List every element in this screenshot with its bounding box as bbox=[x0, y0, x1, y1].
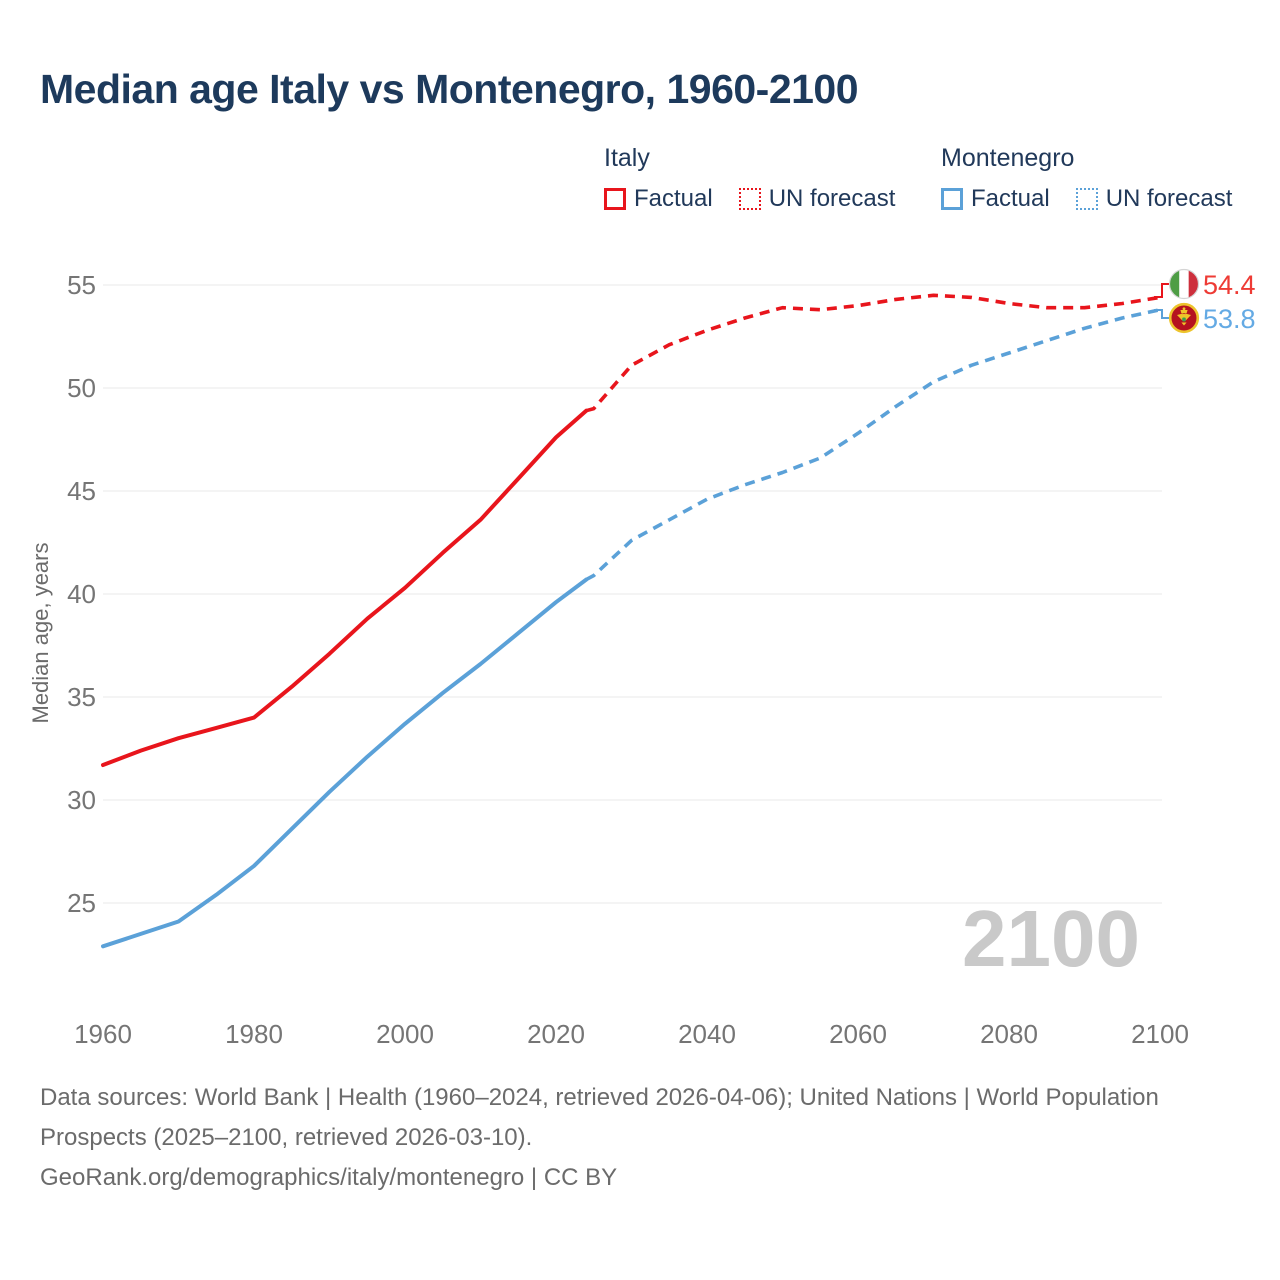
gridlines bbox=[103, 284, 1162, 904]
montenegro-connector-line bbox=[1154, 309, 1169, 319]
legend-swatch-dotted-icon bbox=[1075, 188, 1098, 210]
legend-group-montenegro: Montenegro Factual UN forecast bbox=[941, 144, 1232, 213]
y-tick-label: 35 bbox=[67, 682, 96, 712]
italy-flag-icon bbox=[1168, 268, 1200, 300]
x-tick-label: 2060 bbox=[829, 1019, 887, 1049]
y-axis-title: Median age, years bbox=[28, 543, 53, 724]
legend-item-label: Factual bbox=[971, 185, 1050, 212]
legend-swatch-dotted-icon bbox=[738, 188, 761, 210]
legend-item-label: UN forecast bbox=[1105, 185, 1233, 212]
italy-forecast-line bbox=[585, 293, 1161, 413]
legend-item-label: UN forecast bbox=[768, 185, 896, 212]
italy-end-value: 54.4 bbox=[1203, 270, 1256, 300]
montenegro-end-label: 53.8 bbox=[1154, 302, 1256, 334]
italy-connector-line bbox=[1154, 283, 1169, 298]
y-tick-label: 25 bbox=[67, 888, 96, 918]
legend-item-montenegro-forecast: UN forecast bbox=[1075, 185, 1233, 213]
x-tick-label: 1980 bbox=[225, 1019, 283, 1049]
attribution-text: GeoRank.org/demographics/italy/montenegr… bbox=[40, 1164, 618, 1191]
x-tick-label: 2000 bbox=[376, 1019, 434, 1049]
legend-swatch-solid-icon bbox=[604, 188, 626, 210]
y-tick-label: 30 bbox=[67, 785, 96, 815]
x-tick-label: 2080 bbox=[980, 1019, 1038, 1049]
x-axis-ticks: 1960 1980 2000 2020 2040 2060 2080 2100 bbox=[74, 1019, 1189, 1049]
italy-factual-line bbox=[101, 408, 589, 767]
y-axis-ticks: 25 30 35 40 45 50 55 bbox=[67, 270, 96, 918]
y-tick-label: 40 bbox=[67, 579, 96, 609]
italy-end-label: 54.4 bbox=[1154, 268, 1256, 300]
legend-group-title: Italy bbox=[604, 144, 650, 172]
y-tick-label: 55 bbox=[67, 270, 96, 300]
legend-group-title: Montenegro bbox=[941, 144, 1075, 172]
montenegro-forecast-line bbox=[585, 307, 1161, 582]
x-tick-label: 1960 bbox=[74, 1019, 132, 1049]
watermark-year: 2100 bbox=[962, 894, 1140, 983]
data-sources-text: Data sources: World Bank | Health (1960–… bbox=[40, 1084, 1159, 1151]
y-tick-label: 45 bbox=[67, 476, 96, 506]
legend-swatch-solid-icon bbox=[941, 188, 963, 210]
legend-item-italy-forecast: UN forecast bbox=[738, 185, 896, 213]
montenegro-end-value: 53.8 bbox=[1203, 304, 1256, 334]
legend-item-montenegro-factual: Factual bbox=[941, 185, 1050, 213]
y-tick-label: 50 bbox=[67, 373, 96, 403]
montenegro-flag-icon bbox=[1168, 302, 1200, 334]
series-lines bbox=[101, 293, 1161, 949]
chart-title: Median age Italy vs Montenegro, 1960-210… bbox=[40, 66, 859, 112]
montenegro-factual-line bbox=[101, 577, 589, 949]
legend-group-italy: Italy Factual UN forecast bbox=[604, 144, 895, 213]
legend-item-label: Factual bbox=[634, 185, 713, 212]
x-tick-label: 2100 bbox=[1131, 1019, 1189, 1049]
x-tick-label: 2020 bbox=[527, 1019, 585, 1049]
legend-item-italy-factual: Factual bbox=[604, 185, 713, 213]
footer: Data sources: World Bank | Health (1960–… bbox=[40, 1078, 1168, 1198]
x-tick-label: 2040 bbox=[678, 1019, 736, 1049]
